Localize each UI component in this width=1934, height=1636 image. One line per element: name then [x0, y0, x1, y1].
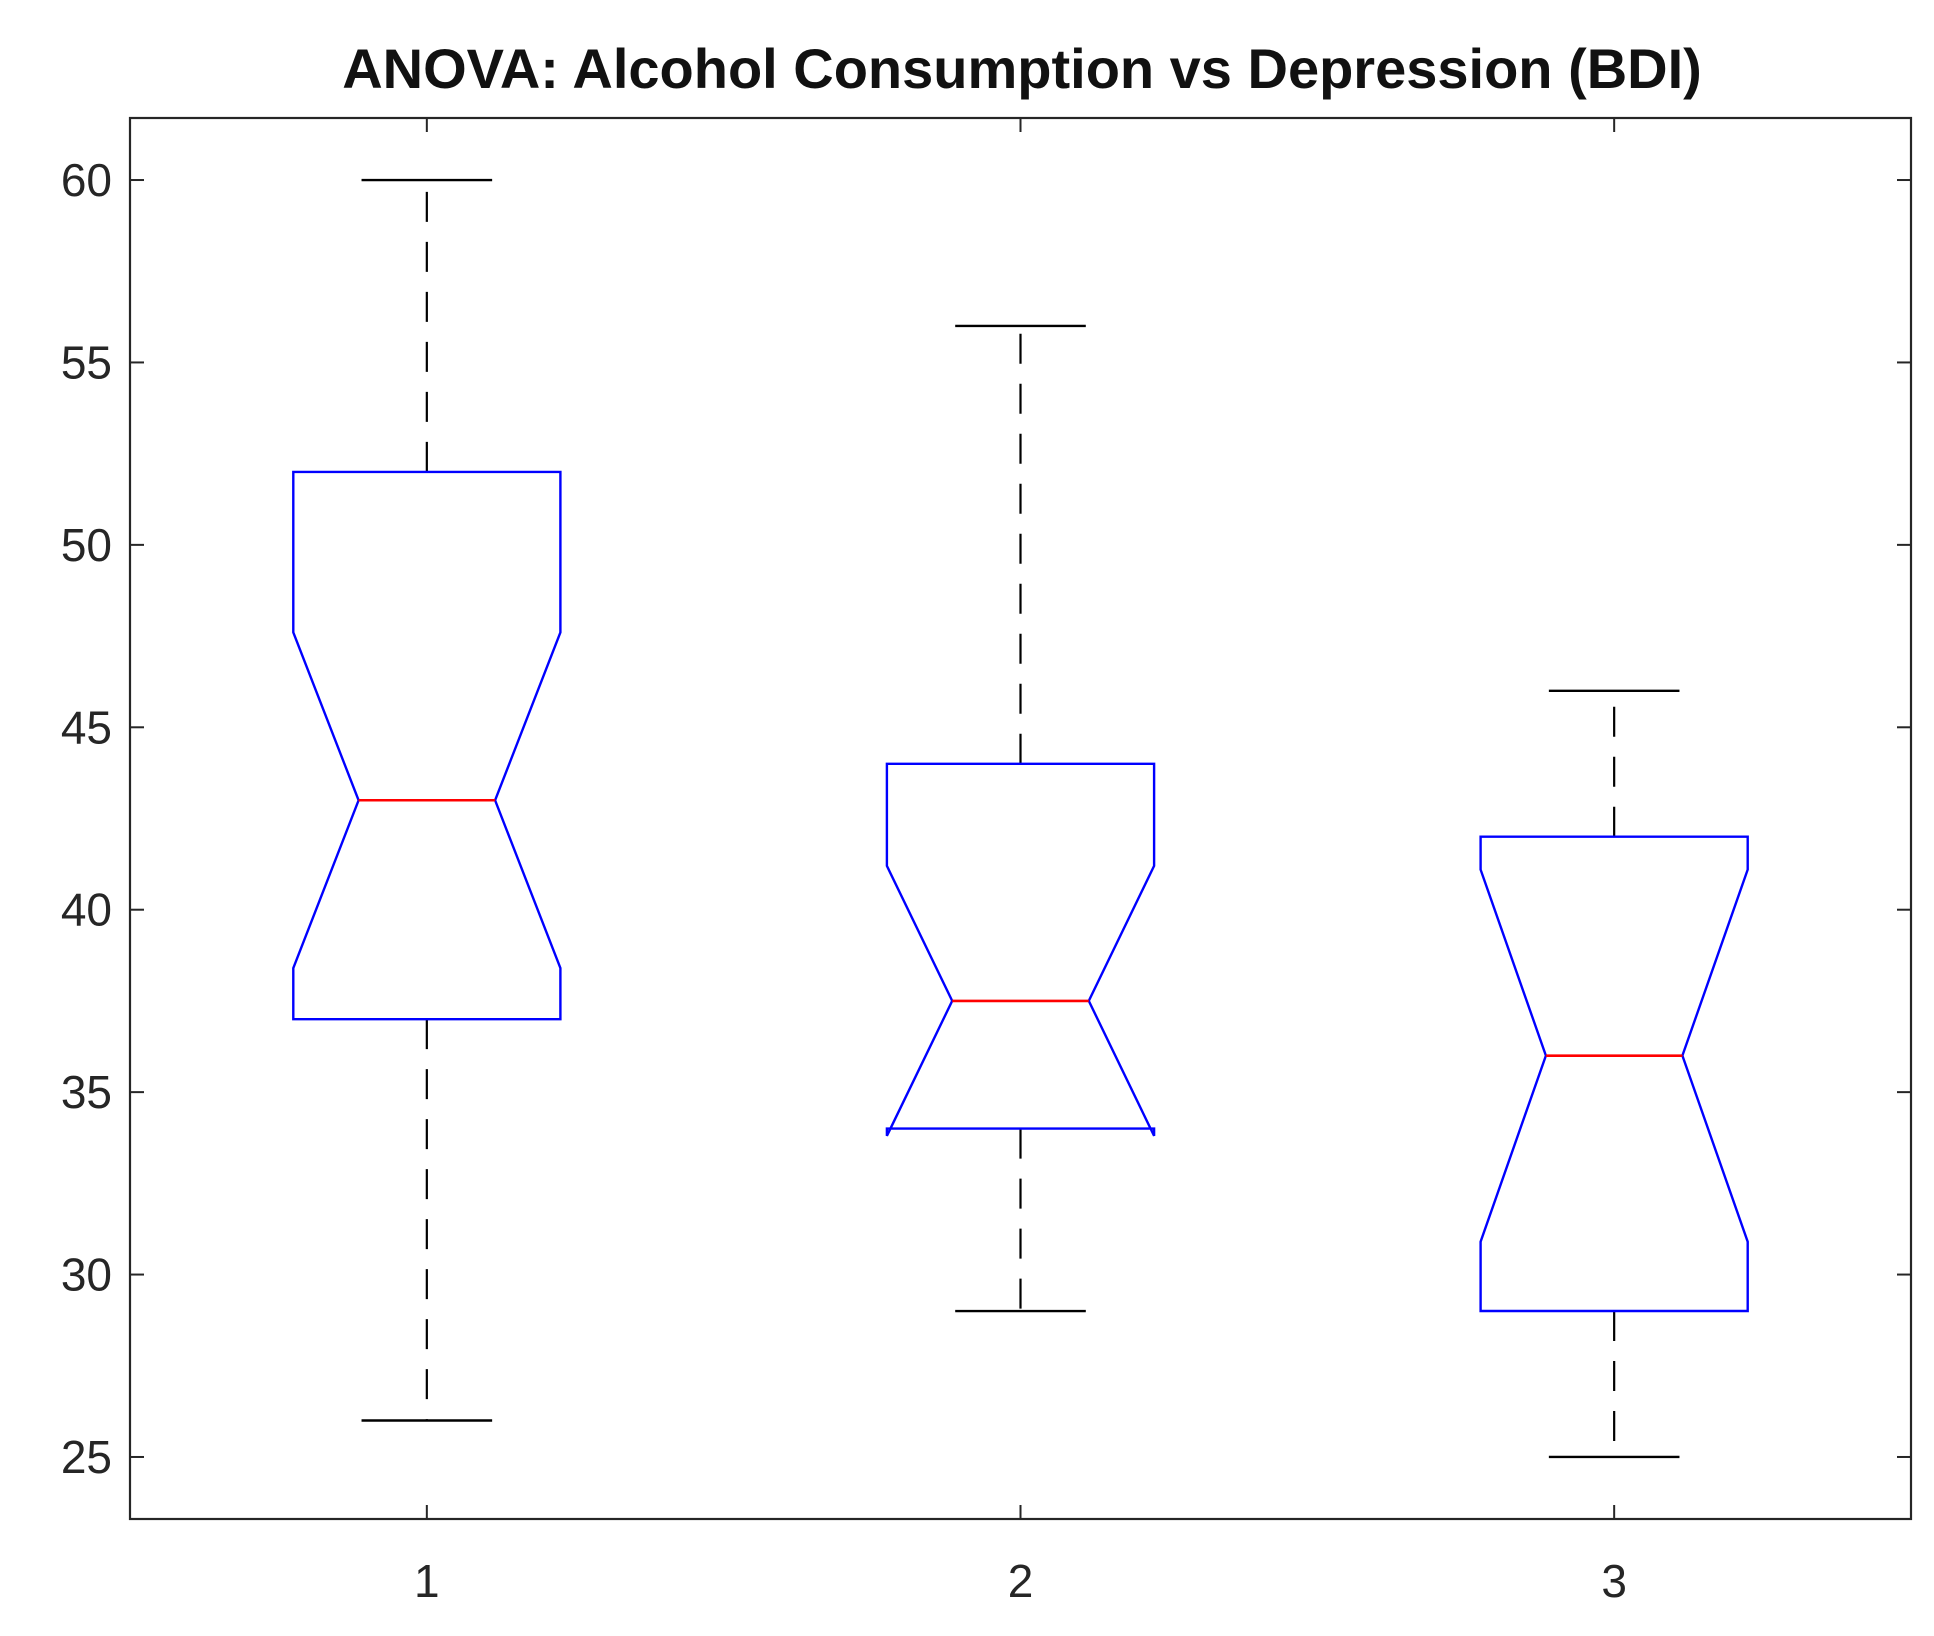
chart-root: ANOVA: Alcohol Consumption vs Depression… — [0, 0, 1934, 1631]
plot-area: 25 30 35 40 45 50 55 60 1 2 3 — [61, 118, 1911, 1607]
axes-frame — [130, 118, 1911, 1519]
y-tick-label: 25 — [61, 1431, 112, 1483]
chart-title: ANOVA: Alcohol Consumption vs Depression… — [342, 37, 1702, 100]
y-tick-label: 30 — [61, 1249, 112, 1301]
boxplot-chart: ANOVA: Alcohol Consumption vs Depression… — [0, 0, 1934, 1631]
x-tick-label: 1 — [414, 1555, 440, 1607]
notched-box — [1481, 837, 1748, 1311]
notched-box — [293, 472, 560, 1019]
notched-box — [887, 764, 1154, 1136]
y-tick-label: 50 — [61, 519, 112, 571]
x-tick-label: 2 — [1008, 1555, 1034, 1607]
y-tick-label: 40 — [61, 884, 112, 936]
y-tick-label: 55 — [61, 336, 112, 388]
y-tick-label: 35 — [61, 1066, 112, 1118]
y-tick-label: 60 — [61, 154, 112, 206]
y-tick-label: 45 — [61, 701, 112, 753]
x-tick-label: 3 — [1601, 1555, 1627, 1607]
